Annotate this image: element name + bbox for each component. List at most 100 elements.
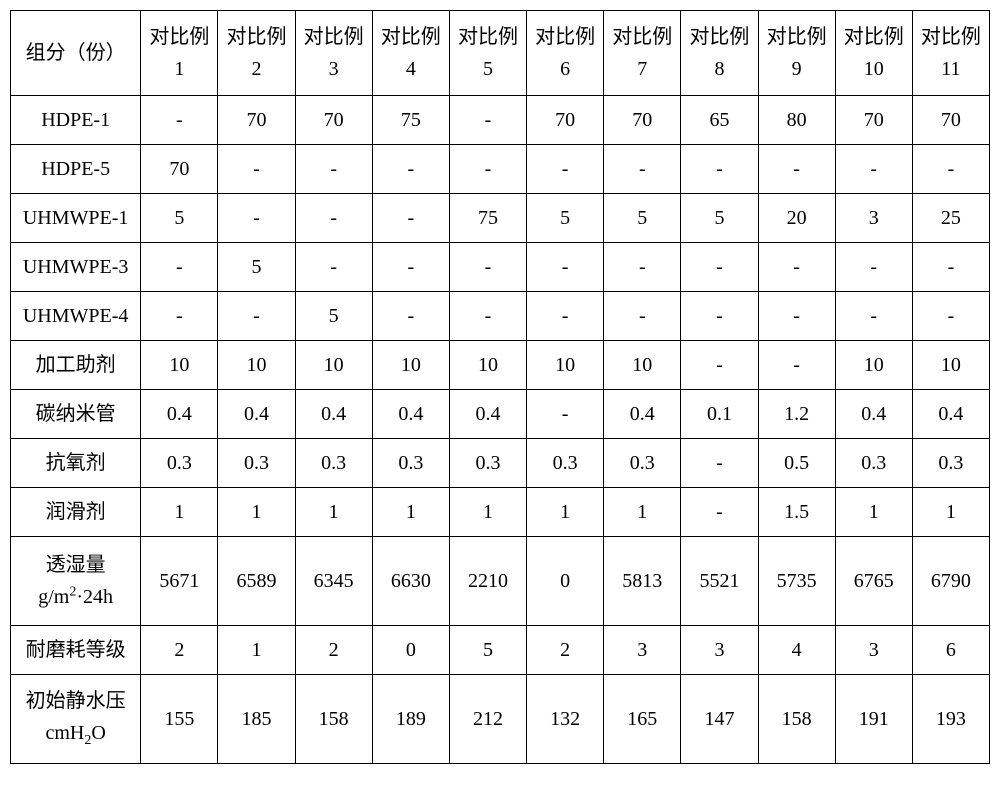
- cell: -: [681, 488, 758, 537]
- cell: 70: [141, 145, 218, 194]
- cell: -: [912, 145, 989, 194]
- table-row: UHMWPE-15---7555520325: [11, 194, 990, 243]
- row-header: 加工助剂: [11, 341, 141, 390]
- cell: 0: [372, 626, 449, 675]
- cell: 5: [218, 243, 295, 292]
- cell: 5813: [604, 537, 681, 626]
- column-header-10: 对比例10: [835, 11, 912, 96]
- cell: 0.3: [449, 439, 526, 488]
- row-header: UHMWPE-4: [11, 292, 141, 341]
- cell: 3: [604, 626, 681, 675]
- header-row: 组分（份） 对比例1对比例2对比例3对比例4对比例5对比例6对比例7对比例8对比…: [11, 11, 990, 96]
- column-header-6: 对比例6: [527, 11, 604, 96]
- cell: 0: [527, 537, 604, 626]
- cell: 10: [218, 341, 295, 390]
- table-row: 抗氧剂0.30.30.30.30.30.30.3-0.50.30.3: [11, 439, 990, 488]
- cell: 0.3: [372, 439, 449, 488]
- cell: 2: [141, 626, 218, 675]
- cell: 10: [141, 341, 218, 390]
- cell: 6630: [372, 537, 449, 626]
- column-header-9: 对比例9: [758, 11, 835, 96]
- cell: -: [835, 145, 912, 194]
- cell: -: [604, 145, 681, 194]
- table-header: 组分（份） 对比例1对比例2对比例3对比例4对比例5对比例6对比例7对比例8对比…: [11, 11, 990, 96]
- cell: 0.3: [218, 439, 295, 488]
- cell: -: [218, 145, 295, 194]
- row-header: UHMWPE-3: [11, 243, 141, 292]
- cell: 193: [912, 675, 989, 764]
- cell: -: [218, 194, 295, 243]
- cell: 185: [218, 675, 295, 764]
- cell: 5735: [758, 537, 835, 626]
- row-header: 润滑剂: [11, 488, 141, 537]
- cell: -: [527, 390, 604, 439]
- cell: -: [681, 243, 758, 292]
- cell: -: [295, 194, 372, 243]
- cell: 6345: [295, 537, 372, 626]
- cell: 70: [835, 96, 912, 145]
- column-header-8: 对比例8: [681, 11, 758, 96]
- cell: 70: [218, 96, 295, 145]
- cell: 10: [372, 341, 449, 390]
- cell: 158: [295, 675, 372, 764]
- cell: 1: [218, 488, 295, 537]
- cell: 0.3: [912, 439, 989, 488]
- cell: 165: [604, 675, 681, 764]
- cell: -: [372, 194, 449, 243]
- cell: 2210: [449, 537, 526, 626]
- column-header-2: 对比例2: [218, 11, 295, 96]
- cell: 1: [141, 488, 218, 537]
- row-header: HDPE-1: [11, 96, 141, 145]
- table-row: HDPE-570----------: [11, 145, 990, 194]
- column-header-7: 对比例7: [604, 11, 681, 96]
- cell: 70: [604, 96, 681, 145]
- column-header-4: 对比例4: [372, 11, 449, 96]
- cell: -: [295, 145, 372, 194]
- cell: 1: [912, 488, 989, 537]
- cell: 1: [218, 626, 295, 675]
- cell: -: [372, 145, 449, 194]
- cell: -: [681, 292, 758, 341]
- cell: 0.4: [449, 390, 526, 439]
- cell: 1: [527, 488, 604, 537]
- cell: 5521: [681, 537, 758, 626]
- row-header: 碳纳米管: [11, 390, 141, 439]
- cell: -: [912, 292, 989, 341]
- cell: 5: [604, 194, 681, 243]
- cell: 0.3: [295, 439, 372, 488]
- cell: 10: [604, 341, 681, 390]
- cell: -: [527, 243, 604, 292]
- cell: 2: [527, 626, 604, 675]
- cell: -: [449, 145, 526, 194]
- cell: -: [912, 243, 989, 292]
- cell: -: [372, 243, 449, 292]
- cell: 155: [141, 675, 218, 764]
- cell: 0.4: [141, 390, 218, 439]
- corner-header: 组分（份）: [11, 11, 141, 96]
- cell: -: [527, 145, 604, 194]
- cell: 75: [372, 96, 449, 145]
- cell: -: [449, 292, 526, 341]
- cell: 6589: [218, 537, 295, 626]
- cell: 25: [912, 194, 989, 243]
- row-header: HDPE-5: [11, 145, 141, 194]
- cell: 0.4: [218, 390, 295, 439]
- cell: 6: [912, 626, 989, 675]
- cell: 4: [758, 626, 835, 675]
- cell: 10: [835, 341, 912, 390]
- cell: -: [218, 292, 295, 341]
- cell: 132: [527, 675, 604, 764]
- table-row: 初始静水压cmH2O155185158189212132165147158191…: [11, 675, 990, 764]
- cell: -: [758, 145, 835, 194]
- column-header-3: 对比例3: [295, 11, 372, 96]
- cell: 1.2: [758, 390, 835, 439]
- cell: 212: [449, 675, 526, 764]
- row-header: 初始静水压cmH2O: [11, 675, 141, 764]
- table-row: 耐磨耗等级21205233436: [11, 626, 990, 675]
- column-header-1: 对比例1: [141, 11, 218, 96]
- cell: 3: [835, 194, 912, 243]
- table-row: UHMWPE-4--5--------: [11, 292, 990, 341]
- cell: -: [681, 145, 758, 194]
- cell: 6765: [835, 537, 912, 626]
- cell: -: [835, 243, 912, 292]
